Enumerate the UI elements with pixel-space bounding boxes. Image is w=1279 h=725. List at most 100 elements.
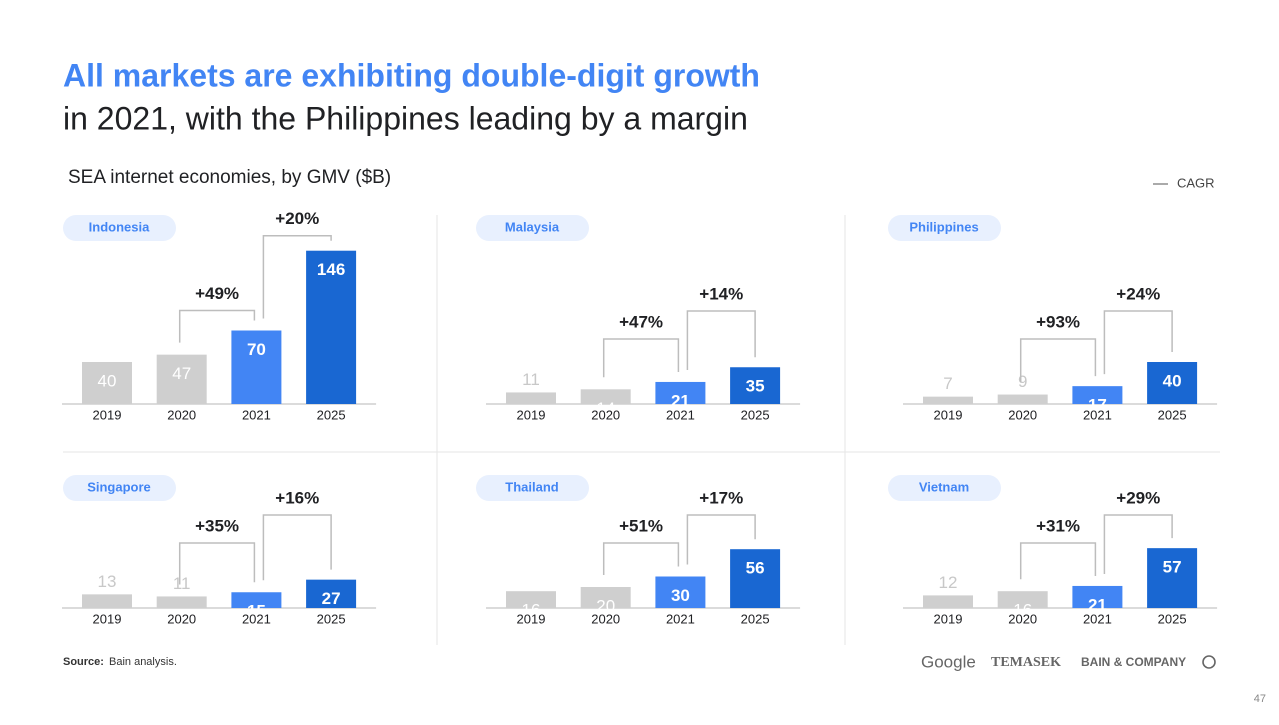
- x-tick-label: 2019: [93, 407, 122, 422]
- cagr-label: +93%: [1036, 312, 1080, 331]
- country-pill: [63, 475, 176, 501]
- country-pill: [63, 215, 176, 241]
- bar: [1147, 548, 1198, 608]
- value-label: 16: [522, 601, 541, 620]
- bar: [306, 250, 357, 404]
- x-tick-label: 2021: [1083, 611, 1112, 626]
- value-label: 27: [322, 589, 341, 608]
- cagr-bracket: [1019, 542, 1097, 580]
- cagr-bracket: [602, 338, 680, 378]
- value-label: 12: [939, 573, 958, 592]
- cagr-bracket: [1019, 338, 1097, 383]
- source-text: Bain analysis.: [109, 656, 177, 668]
- cagr-label: +47%: [619, 312, 663, 331]
- country-label: Thailand: [505, 479, 559, 494]
- x-tick-label: 2025: [317, 611, 346, 626]
- bar: [997, 394, 1048, 404]
- page-number: 47: [1254, 693, 1266, 705]
- subtitle: SEA internet economies, by GMV ($B): [68, 167, 391, 188]
- logo: BAIN & COMPANY: [1081, 655, 1186, 669]
- cagr-bracket: [262, 514, 332, 581]
- value-label: 20: [596, 596, 615, 615]
- country-label: Malaysia: [505, 219, 560, 234]
- x-tick-label: 2020: [167, 611, 196, 626]
- cagr-label: +17%: [699, 488, 743, 507]
- x-tick-label: 2020: [591, 407, 620, 422]
- bar: [730, 549, 781, 608]
- logo: Google: [921, 652, 976, 671]
- bar: [506, 392, 556, 404]
- cagr-label: +49%: [195, 284, 239, 303]
- value-label: 21: [1088, 595, 1107, 614]
- country-label: Indonesia: [89, 219, 150, 234]
- value-label: 9: [1018, 372, 1027, 391]
- bar: [923, 595, 973, 608]
- x-tick-label: 2025: [1158, 407, 1187, 422]
- country-pill: [888, 475, 1001, 501]
- value-label: 146: [317, 260, 345, 279]
- x-tick-label: 2020: [1008, 611, 1037, 626]
- x-tick-label: 2021: [666, 407, 695, 422]
- bar: [655, 576, 706, 608]
- value-label: 56: [746, 559, 765, 578]
- x-tick-label: 2019: [517, 407, 546, 422]
- bar: [580, 587, 631, 608]
- value-label: 11: [173, 574, 191, 593]
- x-tick-label: 2020: [167, 407, 196, 422]
- bar: [997, 591, 1048, 608]
- x-tick-label: 2025: [317, 407, 346, 422]
- cagr-bracket: [602, 542, 680, 575]
- bar: [231, 330, 282, 404]
- cagr-label: +20%: [275, 209, 319, 228]
- value-label: 17: [1088, 396, 1107, 415]
- bar: [306, 579, 357, 608]
- country-label: Singapore: [87, 479, 151, 494]
- logo: TEMASEK: [991, 655, 1061, 670]
- x-tick-label: 2025: [1158, 611, 1187, 626]
- bar: [156, 354, 207, 404]
- title-line2: in 2021, with the Philippines leading by…: [63, 100, 748, 136]
- bar: [580, 389, 631, 404]
- country-label: Vietnam: [919, 479, 969, 494]
- value-label: 40: [1163, 371, 1182, 390]
- value-label: 13: [98, 572, 117, 591]
- country-pill: [476, 215, 589, 241]
- bar: [82, 362, 132, 404]
- x-tick-label: 2019: [934, 407, 963, 422]
- x-tick-label: 2020: [591, 611, 620, 626]
- cagr-bracket: [262, 234, 332, 319]
- value-label: 70: [247, 340, 266, 359]
- value-label: 14: [596, 399, 615, 418]
- cagr-label: +51%: [619, 516, 663, 535]
- bar: [1072, 386, 1123, 404]
- value-label: 16: [1013, 601, 1032, 620]
- country-pill: [476, 475, 589, 501]
- cagr-bracket: [178, 542, 256, 585]
- logo-mark: [1202, 655, 1216, 669]
- value-label: 35: [746, 377, 765, 396]
- cagr-bracket: [1103, 514, 1173, 574]
- bar: [1147, 362, 1198, 404]
- cagr-bracket: [1103, 310, 1173, 375]
- legend-label: CAGR: [1177, 175, 1215, 190]
- x-tick-label: 2021: [242, 611, 271, 626]
- value-label: 21: [671, 391, 690, 410]
- x-tick-label: 2019: [93, 611, 122, 626]
- x-tick-label: 2021: [242, 407, 271, 422]
- value-label: 7: [943, 374, 952, 393]
- cagr-bracket: [686, 514, 756, 565]
- value-label: 57: [1163, 558, 1182, 577]
- value-label: 30: [671, 586, 690, 605]
- cagr-bracket: [686, 310, 756, 370]
- bar: [231, 592, 282, 608]
- value-label: 15: [247, 602, 266, 621]
- cagr-label: +31%: [1036, 516, 1080, 535]
- country-pill: [888, 215, 1001, 241]
- value-label: 11: [522, 370, 540, 389]
- bar: [506, 591, 556, 608]
- value-label: 47: [172, 364, 191, 383]
- bar: [82, 594, 132, 608]
- cagr-label: +24%: [1116, 284, 1160, 303]
- x-tick-label: 2025: [741, 611, 770, 626]
- bar: [655, 381, 706, 404]
